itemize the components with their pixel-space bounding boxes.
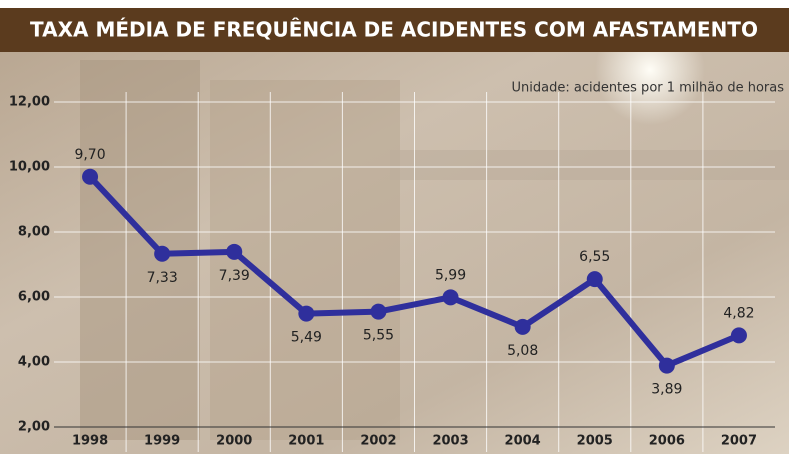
data-label: 3,89 xyxy=(651,382,682,398)
y-tick-label: 6,00 xyxy=(18,290,50,305)
data-label: 9,70 xyxy=(74,147,105,163)
background-shape xyxy=(390,150,789,180)
x-tick-label: 2001 xyxy=(288,434,324,449)
x-tick-label: 2000 xyxy=(216,434,252,449)
point xyxy=(586,271,603,288)
point xyxy=(154,245,171,262)
x-tick-label: 1998 xyxy=(72,434,108,449)
point xyxy=(514,318,531,335)
x-tick-label: 2005 xyxy=(577,434,613,449)
data-label: 7,39 xyxy=(219,268,250,284)
x-tick-label: 2002 xyxy=(360,434,396,449)
point xyxy=(82,168,99,185)
x-tick-label: 2003 xyxy=(432,434,468,449)
data-label: 5,49 xyxy=(291,330,322,346)
point xyxy=(298,305,315,322)
title-bar xyxy=(0,8,789,52)
data-label: 6,55 xyxy=(579,249,610,265)
data-label: 5,99 xyxy=(435,267,466,283)
y-tick-label: 4,00 xyxy=(18,355,50,370)
subtitle: Unidade: acidentes por 1 milhão de horas xyxy=(512,81,785,96)
x-tick-label: 2004 xyxy=(505,434,541,449)
point xyxy=(730,327,747,344)
background-shape xyxy=(80,60,200,440)
y-tick-label: 8,00 xyxy=(18,225,50,240)
point xyxy=(658,357,675,374)
y-tick-label: 10,00 xyxy=(9,160,50,175)
y-tick-label: 12,00 xyxy=(9,95,50,110)
x-tick-label: 2006 xyxy=(649,434,685,449)
x-tick-label: 1999 xyxy=(144,434,180,449)
data-label: 5,08 xyxy=(507,343,538,359)
data-label: 5,55 xyxy=(363,328,394,344)
data-label: 7,33 xyxy=(147,270,178,286)
background-shape xyxy=(210,80,400,440)
line xyxy=(87,174,741,369)
chart-title: TAXA MÉDIA DE FREQUÊNCIA DE ACIDENTES CO… xyxy=(30,18,758,42)
point xyxy=(370,303,387,320)
data-label: 4,82 xyxy=(723,305,754,321)
point xyxy=(226,243,243,260)
y-tick-label: 2,00 xyxy=(18,420,50,435)
point xyxy=(442,289,459,306)
x-tick-label: 2007 xyxy=(721,434,757,449)
